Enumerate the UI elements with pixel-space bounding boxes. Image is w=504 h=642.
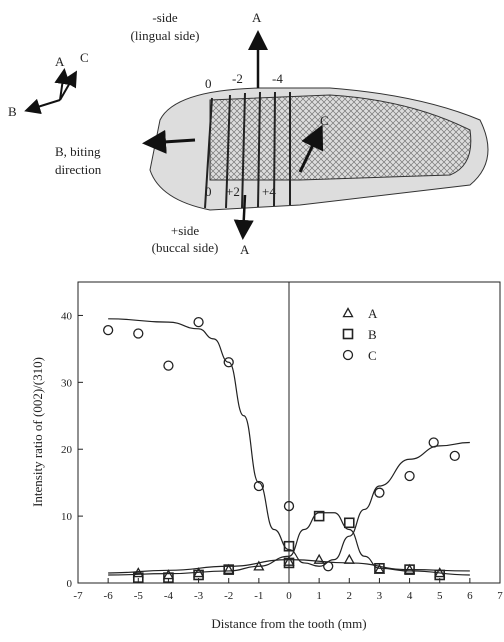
section-lines	[204, 91, 291, 209]
label: C	[320, 113, 329, 128]
x-tick-label: 5	[437, 590, 443, 602]
point	[162, 569, 175, 580]
label: +side	[171, 223, 200, 238]
legend-marker	[342, 307, 354, 318]
x-tick-label: 4	[407, 590, 413, 602]
bottom-a-arrow	[233, 194, 254, 240]
point	[374, 487, 385, 498]
point	[283, 555, 295, 566]
label: 0	[205, 76, 212, 91]
x-tick-label: -1	[254, 590, 263, 602]
label: A	[240, 242, 250, 257]
x-tick-label: -6	[104, 590, 114, 602]
point	[133, 328, 144, 339]
point	[404, 564, 415, 575]
legend-marker	[342, 349, 354, 361]
point	[223, 563, 235, 574]
label: B	[8, 104, 17, 119]
label: C	[80, 50, 89, 65]
x-tick-label: 1	[316, 590, 322, 602]
point	[434, 569, 446, 581]
point	[313, 510, 325, 522]
axis-b-arrow	[24, 98, 61, 115]
x-tick-label: -5	[134, 590, 144, 602]
x-tick-label: 6	[467, 590, 473, 602]
point	[223, 357, 234, 368]
point	[102, 325, 114, 336]
point	[323, 561, 334, 572]
point	[343, 553, 355, 564]
label: A	[252, 10, 262, 25]
point	[223, 564, 235, 575]
axis-c-arrow	[59, 70, 77, 101]
x-tick-label: 2	[347, 590, 353, 602]
x-tick-label: 3	[377, 590, 383, 602]
point	[283, 500, 295, 512]
x-tick-label: -2	[224, 590, 233, 602]
x-tick-label: 0	[286, 590, 292, 602]
point	[374, 562, 385, 574]
label: 0	[205, 184, 212, 199]
y-tick-label: 10	[61, 511, 73, 523]
label: (buccal side)	[152, 240, 219, 255]
biting-arrow	[142, 129, 196, 154]
x-axis-label: Distance from the tooth (mm)	[211, 616, 366, 631]
point	[132, 572, 144, 583]
point	[343, 517, 355, 529]
x-tick-label: -4	[164, 590, 174, 602]
x-tick-label: 7	[497, 590, 503, 602]
point	[403, 563, 416, 574]
point	[313, 553, 325, 564]
label: -side	[152, 10, 178, 25]
c-arrow	[298, 124, 324, 173]
legend-label: A	[368, 306, 378, 321]
y-tick-label: 40	[61, 310, 73, 322]
label: -2	[232, 71, 243, 86]
legend-label: C	[368, 348, 377, 363]
label: -4	[272, 71, 283, 86]
fit-curve	[108, 318, 470, 567]
point	[283, 557, 295, 569]
y-tick-label: 0	[67, 578, 73, 590]
legend-label: B	[368, 327, 377, 342]
point	[253, 480, 265, 492]
legend-marker	[342, 328, 354, 340]
x-tick-label: -7	[73, 590, 83, 602]
y-tick-label: 30	[61, 377, 73, 389]
label: B, biting	[55, 144, 101, 159]
x-tick-label: -3	[194, 590, 204, 602]
label: direction	[55, 162, 102, 177]
label: (lingual side)	[131, 28, 200, 43]
point	[193, 569, 204, 581]
point	[193, 316, 204, 328]
point	[163, 572, 174, 583]
y-axis-label: Intensity ratio of (002)/(310)	[30, 357, 45, 507]
point	[428, 437, 439, 448]
label: +2	[226, 184, 240, 199]
point	[449, 450, 460, 462]
point	[404, 470, 415, 482]
fit-curve	[108, 512, 470, 576]
tooth-diagram: A C B -side (lingual side) A 0 -2 -4 C B…	[8, 10, 489, 257]
y-tick-label: 20	[61, 444, 73, 456]
label: +4	[262, 184, 276, 199]
label: A	[55, 54, 65, 69]
point	[163, 360, 174, 371]
